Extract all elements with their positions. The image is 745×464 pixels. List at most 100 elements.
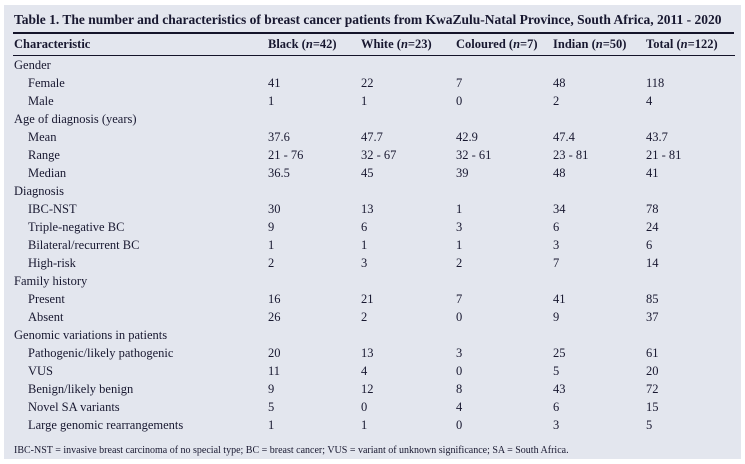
row-label: Large genomic rearrangements — [28, 417, 184, 432]
cell-value: 16 — [268, 291, 281, 306]
section-row: Family history — [13, 272, 735, 290]
cell-value: 1 — [268, 93, 275, 108]
title-rule — [13, 32, 734, 34]
section-row: Genomic variations in patients — [13, 326, 735, 344]
cell-value — [552, 182, 645, 200]
column-header: White (n=23) — [360, 34, 455, 56]
cell-value: 47.4 — [553, 129, 575, 144]
cell-value: 1 — [268, 417, 275, 432]
cell-value — [267, 272, 360, 290]
cell-value: 4 — [361, 363, 368, 378]
column-header: Indian (n=50) — [552, 34, 645, 56]
cell-value: 39 — [456, 165, 469, 180]
cell-value: 41 — [268, 75, 281, 90]
row-label: High-risk — [28, 255, 76, 270]
cell-value: 47.7 — [361, 129, 383, 144]
cell-value: 7 — [456, 291, 463, 306]
table-head-row: Characteristic Black (n=42) White (n=23) Co… — [13, 34, 735, 56]
cell-value: 24 — [646, 219, 659, 234]
cell-value: 1 — [361, 417, 368, 432]
table-row: Mean 37.6 47.7 42.9 47.4 43.7 — [13, 128, 735, 146]
cell-value: 72 — [646, 381, 659, 396]
cell-value — [552, 56, 645, 75]
cell-value: 1 — [361, 237, 368, 252]
cell-value: 32 - 67 — [361, 147, 397, 162]
cell-value: 3 — [553, 417, 560, 432]
cell-value: 2 — [268, 255, 275, 270]
row-label: Female — [28, 75, 65, 90]
cell-value: 61 — [646, 345, 659, 360]
cell-value — [552, 110, 645, 128]
cell-value — [552, 326, 645, 344]
row-label: Present — [28, 291, 65, 306]
cell-value: 43.7 — [646, 129, 668, 144]
cell-value — [552, 272, 645, 290]
table-title: Table 1. The number and characteristics … — [14, 12, 722, 27]
cell-value: 4 — [456, 399, 463, 414]
cell-value: 37.6 — [268, 129, 290, 144]
cell-value — [455, 110, 552, 128]
cell-value: 34 — [553, 201, 566, 216]
cell-value: 5 — [646, 417, 653, 432]
row-label: Bilateral/recurrent BC — [28, 237, 140, 252]
cell-value: 0 — [456, 417, 463, 432]
column-header: Total (n=122) — [645, 34, 735, 56]
table-content: Table 1. The number and characteristics … — [13, 5, 735, 456]
cell-value — [267, 182, 360, 200]
table-footnote: IBC-NST = invasive breast carcinoma of n… — [14, 445, 569, 456]
cell-value: 0 — [361, 399, 368, 414]
cell-value: 118 — [646, 75, 665, 90]
cell-value: 1 — [361, 93, 368, 108]
cell-value — [455, 272, 552, 290]
cell-value — [267, 110, 360, 128]
row-label: Gender — [14, 57, 51, 72]
section-row: Gender — [13, 56, 735, 75]
cell-value: 6 — [553, 399, 560, 414]
cell-value — [455, 56, 552, 75]
cell-value: 21 - 81 — [646, 147, 682, 162]
column-header: Black (n=42) — [267, 34, 360, 56]
cell-value: 6 — [553, 219, 560, 234]
cell-value: 5 — [268, 399, 275, 414]
table-row: Bilateral/recurrent BC 1 1 1 3 6 — [13, 236, 735, 254]
cell-value: 30 — [268, 201, 281, 216]
cell-value — [267, 56, 360, 75]
table-row: High-risk 2 3 2 7 14 — [13, 254, 735, 272]
row-label: Age of diagnosis (years) — [14, 111, 137, 126]
cell-value: 37 — [646, 309, 659, 324]
data-table: Characteristic Black (n=42) White (n=23) Co… — [13, 34, 735, 434]
cell-value: 85 — [646, 291, 659, 306]
cell-value: 41 — [646, 165, 659, 180]
table-row: Benign/likely benign 9 12 8 43 72 — [13, 380, 735, 398]
cell-value: 2 — [553, 93, 560, 108]
table-row: IBC-NST 30 13 1 34 78 — [13, 200, 735, 218]
table-row: VUS 11 4 0 5 20 — [13, 362, 735, 380]
cell-value: 4 — [646, 93, 653, 108]
cell-value: 1 — [456, 237, 463, 252]
column-header: Characteristic — [13, 34, 267, 56]
table-row: Triple-negative BC 9 6 3 6 24 — [13, 218, 735, 236]
cell-value — [360, 272, 455, 290]
cell-value: 12 — [361, 381, 374, 396]
cell-value: 8 — [456, 381, 463, 396]
cell-value — [360, 326, 455, 344]
cell-value: 22 — [361, 75, 374, 90]
cell-value: 45 — [361, 165, 374, 180]
row-label: VUS — [28, 363, 54, 378]
cell-value: 43 — [553, 381, 566, 396]
cell-value: 42.9 — [456, 129, 478, 144]
row-label: Triple-negative BC — [28, 219, 125, 234]
cell-value — [645, 110, 735, 128]
cell-value: 7 — [456, 75, 463, 90]
cell-value — [645, 326, 735, 344]
cell-value: 6 — [361, 219, 368, 234]
section-row: Age of diagnosis (years) — [13, 110, 735, 128]
table-row: Novel SA variants 5 0 4 6 15 — [13, 398, 735, 416]
cell-value: 7 — [553, 255, 560, 270]
table-row: Median 36.5 45 39 48 41 — [13, 164, 735, 182]
cell-value: 3 — [456, 345, 463, 360]
row-label: Range — [28, 147, 60, 162]
cell-value: 23 - 81 — [553, 147, 589, 162]
table-panel: Table 1. The number and characteristics … — [4, 5, 741, 459]
column-header: Coloured (n=7) — [455, 34, 552, 56]
